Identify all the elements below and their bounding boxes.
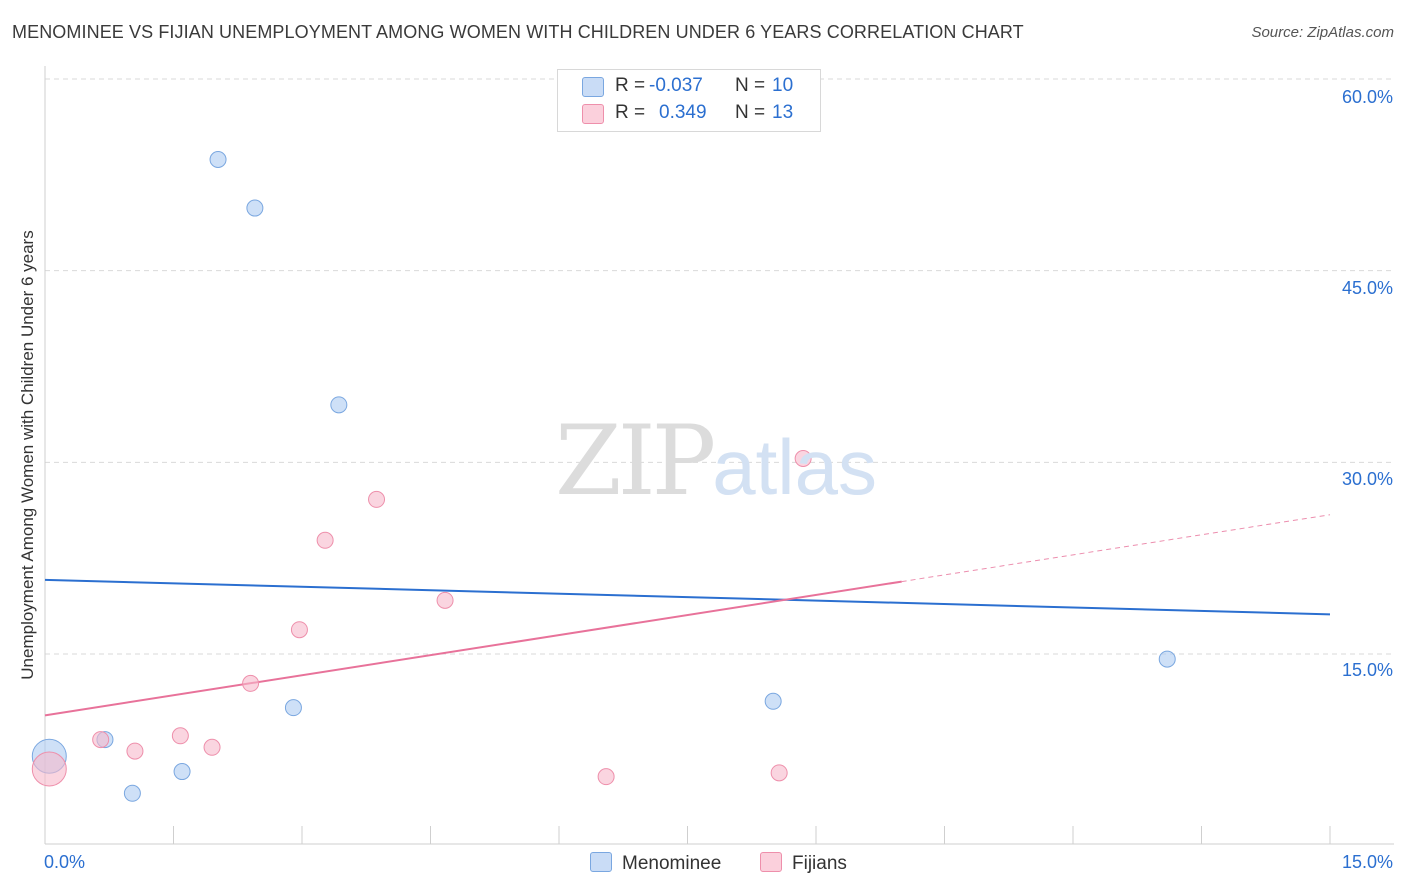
legend-r-value: 0.349 bbox=[659, 102, 707, 123]
bottom-legend-menominee: Menominee bbox=[590, 852, 721, 875]
trend-line-menominee bbox=[44, 578, 1331, 616]
point-menominee bbox=[284, 699, 302, 717]
watermark: ZIPatlas bbox=[555, 405, 877, 517]
point-menominee bbox=[764, 692, 782, 710]
point-fijians bbox=[242, 674, 260, 692]
bottom-legend-fijians: Fijians bbox=[760, 852, 847, 875]
y-tick-label-15: 15.0% bbox=[1341, 660, 1393, 680]
legend-n-value: 13 bbox=[772, 102, 794, 123]
point-fijians bbox=[368, 490, 386, 508]
correlation-legend: R = -0.037 N = 10 R = 0.349 N = 13 bbox=[557, 69, 821, 132]
x-tick-label-min: 0.0% bbox=[44, 852, 86, 872]
legend-r-label: R = bbox=[615, 102, 646, 123]
trend-line-extrapolated-fijians bbox=[901, 514, 1331, 583]
legend-n-value: 10 bbox=[772, 75, 794, 96]
point-fijians bbox=[171, 727, 189, 745]
legend-swatch-fijians bbox=[582, 104, 604, 124]
y-axis-label: Unemployment Among Women with Children U… bbox=[18, 230, 37, 680]
source-label: Source: ZipAtlas.com bbox=[1251, 24, 1394, 41]
legend-r-label: R = bbox=[615, 75, 646, 96]
legend-r-value: -0.037 bbox=[649, 75, 703, 96]
chart-title: MENOMINEE VS FIJIAN UNEMPLOYMENT AMONG W… bbox=[12, 22, 1024, 42]
point-menominee bbox=[1158, 650, 1176, 668]
trend-line-fijians bbox=[44, 580, 902, 717]
point-fijians bbox=[92, 731, 110, 749]
legend-swatch-menominee bbox=[582, 77, 604, 97]
point-fijians bbox=[436, 591, 454, 609]
y-tick-label-30: 30.0% bbox=[1341, 469, 1393, 489]
point-menominee bbox=[173, 763, 191, 781]
x-tick-label-max: 15.0% bbox=[1341, 852, 1393, 872]
bottom-legend-label-menominee: Menominee bbox=[622, 853, 722, 874]
point-fijians bbox=[794, 450, 812, 467]
bottom-legend-swatch-menominee bbox=[590, 852, 612, 872]
trend-lines bbox=[44, 514, 1331, 717]
point-menominee bbox=[246, 199, 264, 217]
point-menominee bbox=[123, 784, 141, 802]
watermark-atlas: atlas bbox=[712, 423, 877, 511]
y-tick-label-45: 45.0% bbox=[1341, 278, 1393, 298]
legend-n-label: N = bbox=[735, 102, 766, 123]
point-fijians bbox=[203, 738, 221, 756]
watermark-zip: ZIP bbox=[555, 405, 716, 517]
y-tick-label-60: 60.0% bbox=[1341, 87, 1393, 107]
point-fijians bbox=[316, 531, 334, 549]
point-fijians bbox=[31, 751, 67, 787]
gridlines bbox=[45, 78, 1394, 655]
point-fijians bbox=[597, 768, 615, 786]
point-menominee bbox=[209, 151, 227, 168]
point-fijians bbox=[770, 764, 788, 782]
point-menominee bbox=[330, 396, 348, 414]
bottom-legend-label-fijians: Fijians bbox=[792, 853, 847, 874]
legend-n-label: N = bbox=[735, 75, 766, 96]
point-fijians bbox=[126, 742, 144, 760]
data-points bbox=[31, 151, 1176, 802]
bottom-legend-swatch-fijians bbox=[760, 852, 782, 872]
point-fijians bbox=[290, 621, 308, 639]
